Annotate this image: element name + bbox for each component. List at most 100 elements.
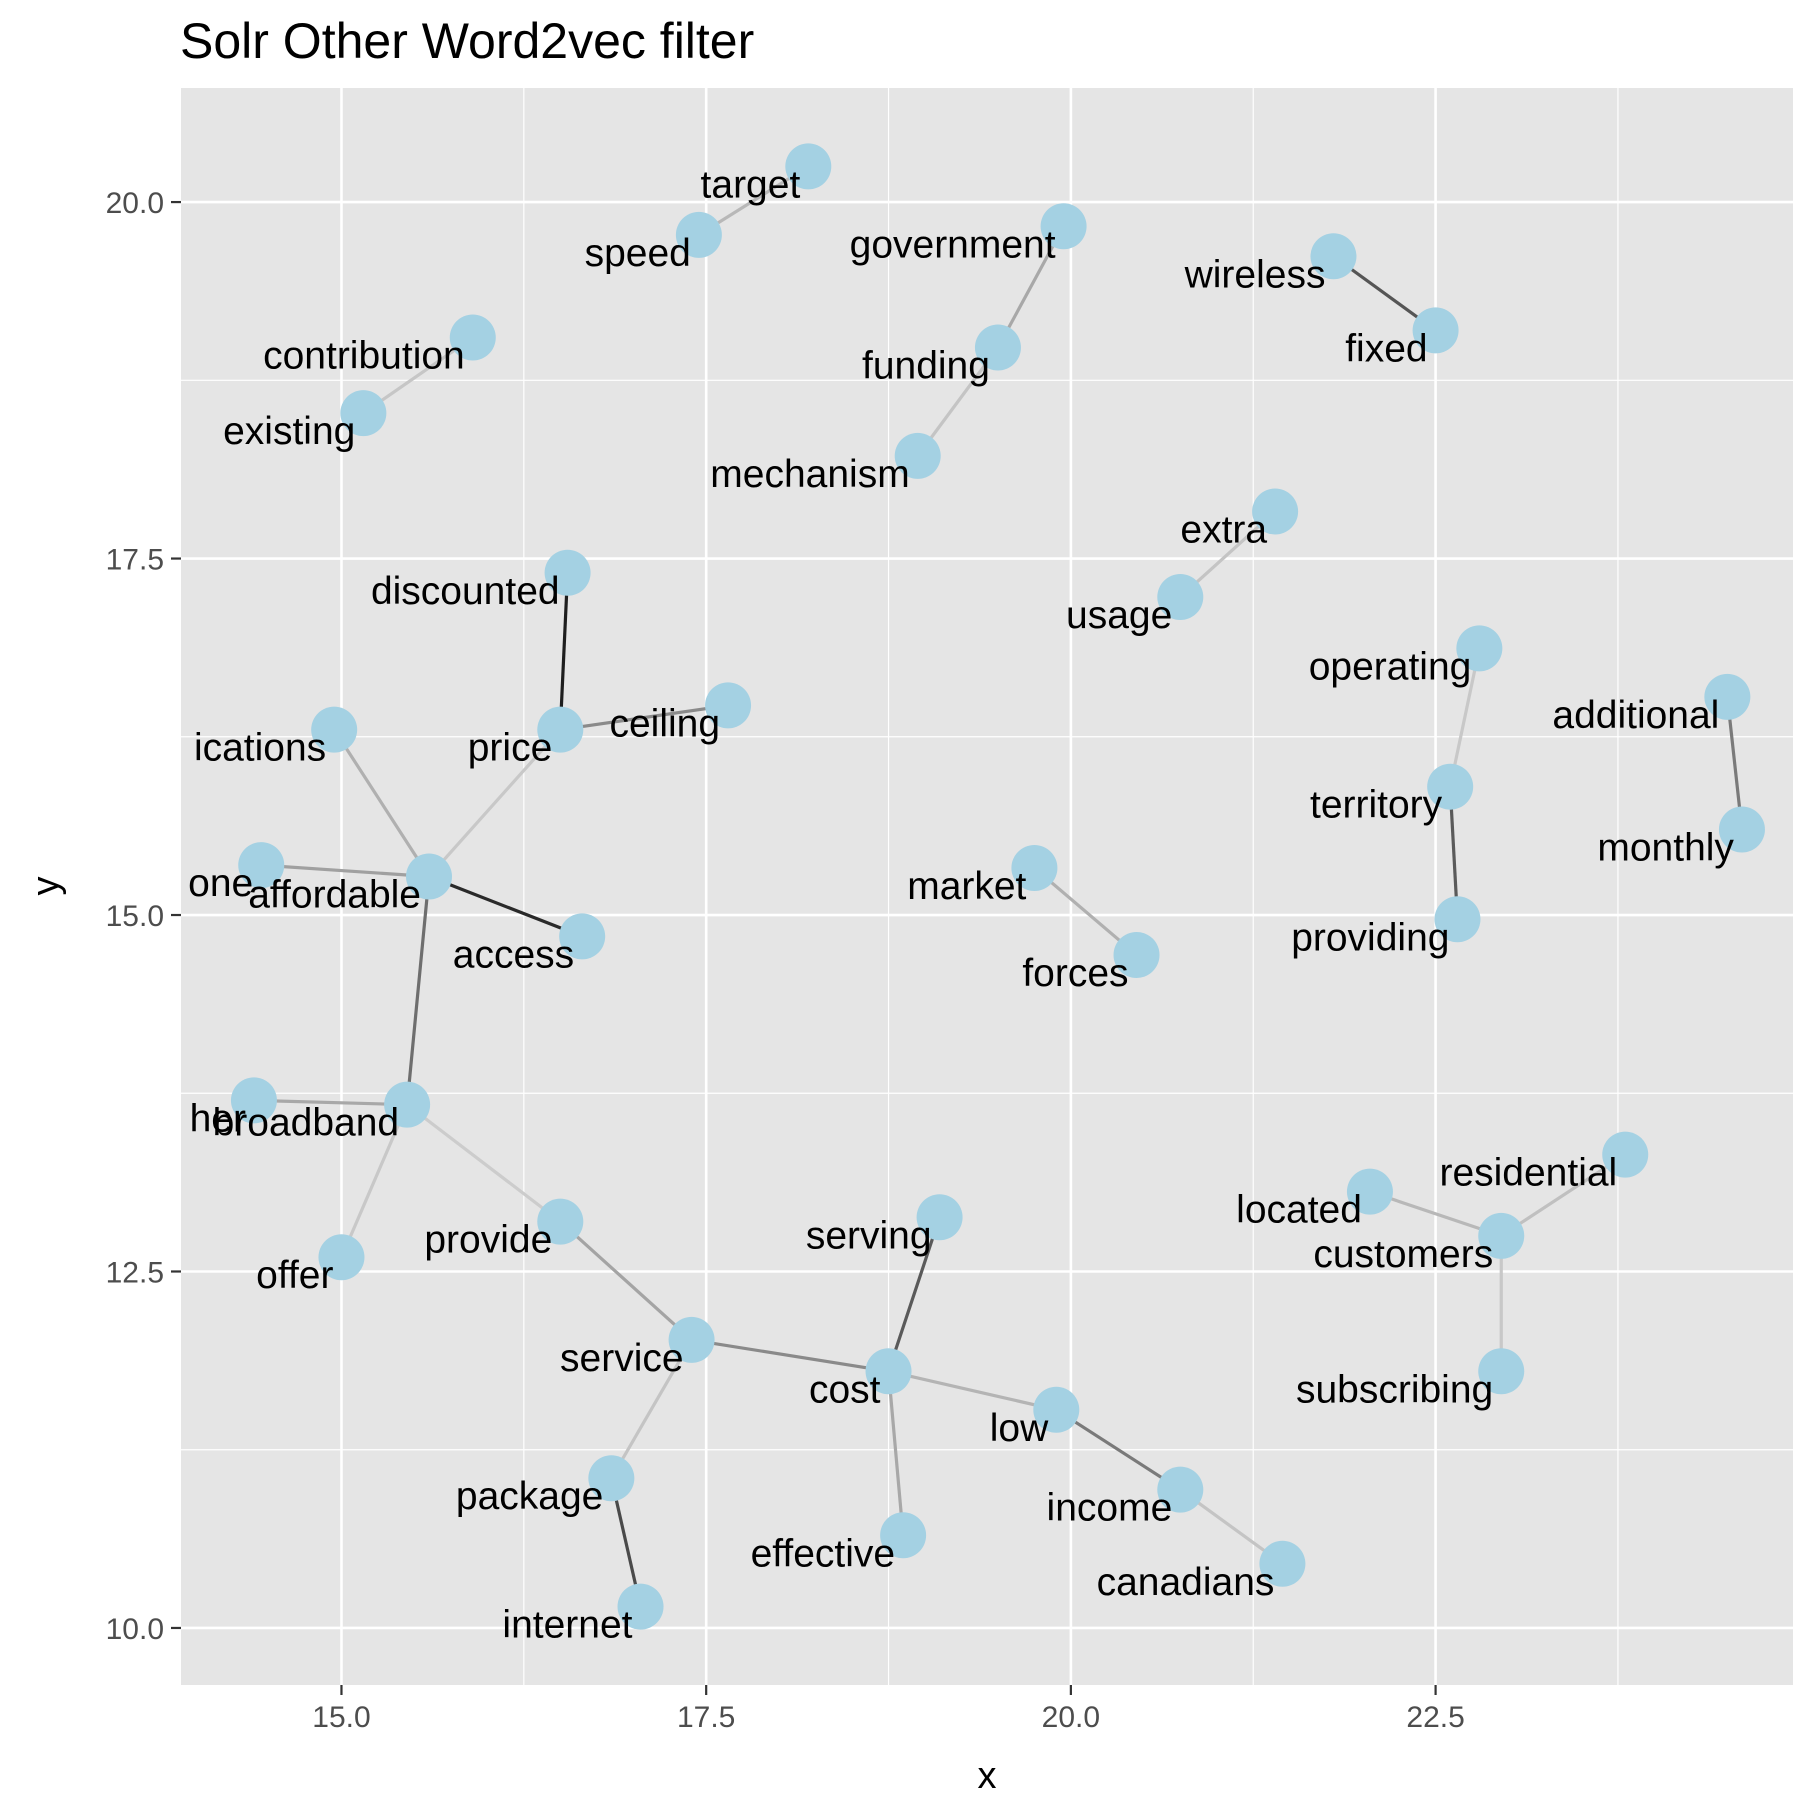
node-existing xyxy=(340,390,387,437)
y-tick-label: 10.0 xyxy=(106,1613,164,1646)
node-monthly xyxy=(1718,806,1765,853)
x-tick-label: 22.5 xyxy=(1406,1701,1464,1734)
node-label-service: service xyxy=(560,1337,684,1380)
node-fixed xyxy=(1412,307,1459,354)
node-territory xyxy=(1427,763,1474,810)
node-label-additional: additional xyxy=(1552,694,1719,737)
node-access xyxy=(559,913,606,960)
y-tick-label: 17.5 xyxy=(106,544,164,577)
edge-residential-customers xyxy=(1500,1153,1627,1238)
node-additional xyxy=(1704,673,1751,720)
node-funding xyxy=(974,324,1021,371)
x-tick-label: 20.0 xyxy=(1042,1701,1100,1734)
x-axis: 15.0 17.5 20.0 22.5 xyxy=(312,1685,1465,1734)
node-extra xyxy=(1252,488,1299,535)
node-located xyxy=(1346,1168,1393,1215)
node-label-customers: customers xyxy=(1313,1233,1493,1276)
grid-major xyxy=(181,88,1793,1685)
node-label-package: package xyxy=(456,1475,603,1518)
node-label-monthly: monthly xyxy=(1597,826,1734,869)
node-her xyxy=(230,1077,277,1124)
node-ications xyxy=(311,706,358,753)
node-label-income: income xyxy=(1047,1487,1173,1530)
node-label-target: target xyxy=(701,163,801,206)
node-low xyxy=(1033,1386,1080,1433)
node-speed xyxy=(675,211,722,258)
node-subscribing xyxy=(1478,1348,1525,1395)
node-contribution xyxy=(449,314,496,361)
node-serving xyxy=(916,1194,963,1241)
edge-service-package xyxy=(609,1339,693,1480)
y-axis: 10.0 12.5 15.0 17.5 20.0 xyxy=(106,187,181,1646)
node-label-providing: providing xyxy=(1291,916,1449,959)
node-label-broadband: broadband xyxy=(213,1102,400,1145)
node-residential xyxy=(1602,1131,1649,1178)
y-tick-label: 20.0 xyxy=(106,187,164,220)
node-service xyxy=(668,1316,715,1363)
node-label-forces: forces xyxy=(1022,952,1128,995)
edge-discounted-price xyxy=(558,572,570,730)
node-label-ications: ications xyxy=(194,727,326,770)
node-operating xyxy=(1456,625,1503,672)
edge-one-affordable xyxy=(261,863,430,879)
node-label-affordable: affordable xyxy=(248,874,421,917)
edge-affordable-access xyxy=(428,875,583,938)
node-label-offer: offer xyxy=(256,1254,333,1297)
node-label-one: one xyxy=(188,862,253,905)
node-effective xyxy=(880,1512,927,1559)
node-label-mechanism: mechanism xyxy=(710,453,909,496)
node-one xyxy=(238,842,285,889)
node-government xyxy=(1040,203,1087,250)
node-usage xyxy=(1157,574,1204,621)
node-internet xyxy=(617,1583,664,1630)
node-label-access: access xyxy=(453,933,574,976)
node-label-internet: internet xyxy=(502,1604,632,1647)
y-tick-label: 12.5 xyxy=(106,1256,164,1289)
node-customers xyxy=(1478,1212,1525,1259)
edge-affordable-broadband xyxy=(405,876,431,1105)
node-label-territory: territory xyxy=(1310,784,1443,827)
node-label-located: located xyxy=(1236,1189,1362,1232)
node-price xyxy=(537,706,584,753)
node-income xyxy=(1157,1466,1204,1513)
node-providing xyxy=(1434,896,1481,943)
x-tick-label: 15.0 xyxy=(312,1701,370,1734)
edge-operating-territory xyxy=(1448,648,1481,788)
node-cost xyxy=(865,1348,912,1395)
node-discounted xyxy=(544,549,591,596)
node-label-cost: cost xyxy=(809,1368,881,1411)
node-label-existing: existing xyxy=(223,410,355,453)
node-label-canadians: canadians xyxy=(1097,1561,1275,1604)
node-label-speed: speed xyxy=(585,232,691,275)
node-target xyxy=(785,143,832,190)
node-ceiling xyxy=(705,682,752,729)
edge-her-broadband xyxy=(253,1098,408,1107)
edge-located-customers xyxy=(1369,1190,1502,1238)
node-canadians xyxy=(1259,1540,1306,1587)
node-offer xyxy=(318,1234,365,1281)
node-forces xyxy=(1113,931,1160,978)
node-package xyxy=(588,1455,635,1502)
node-label-serving: serving xyxy=(806,1214,932,1257)
edge-ications-affordable xyxy=(332,728,431,878)
node-label-contribution: contribution xyxy=(263,335,465,378)
node-label-subscribing: subscribing xyxy=(1296,1368,1493,1411)
grid-minor xyxy=(181,88,1793,1685)
edge-broadband-offer xyxy=(340,1104,409,1258)
node-affordable xyxy=(406,853,452,900)
y-tick-label: 15.0 xyxy=(106,900,164,933)
node-label-extra: extra xyxy=(1180,508,1267,551)
node-market xyxy=(1011,844,1058,891)
node-label-wireless: wireless xyxy=(1184,253,1326,296)
node-layer xyxy=(230,143,1765,1630)
edge-service-cost xyxy=(691,1338,889,1373)
node-label-market: market xyxy=(907,865,1026,908)
node-label-discounted: discounted xyxy=(371,570,560,613)
node-label-ceiling: ceiling xyxy=(609,702,720,745)
edge-provide-service xyxy=(559,1220,693,1342)
chart-title: Solr Other Word2vec filter xyxy=(180,13,755,69)
edge-cost-low xyxy=(888,1369,1057,1412)
